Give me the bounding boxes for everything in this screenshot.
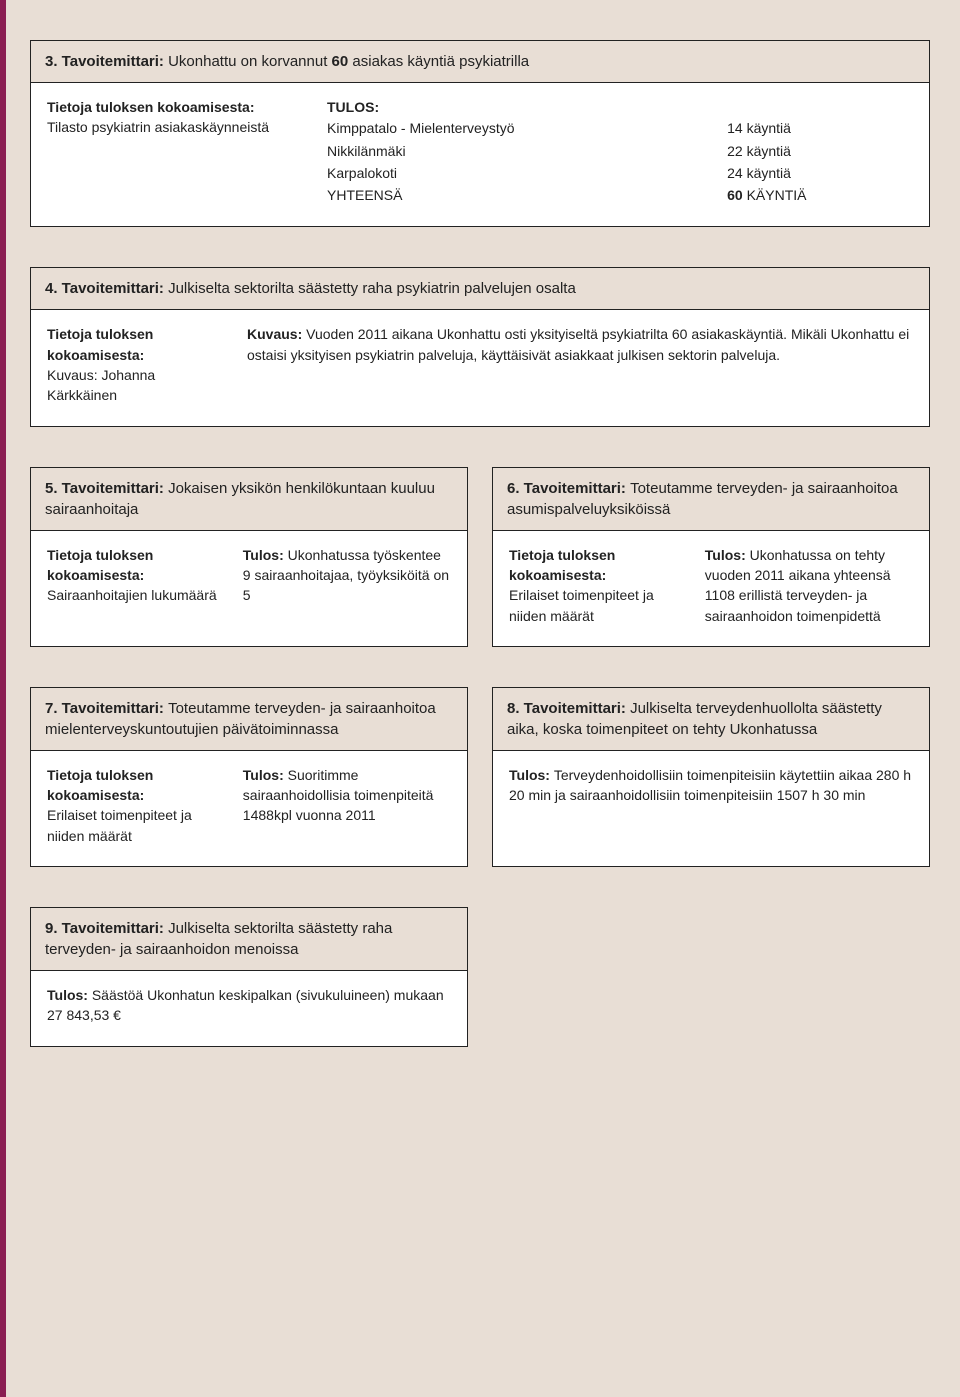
tulos-label: Tulos: [509, 767, 554, 783]
card-4-body: Tietoja tuloksen kokoamisesta: Kuvaus: J… [31, 310, 929, 425]
header-prefix: 5. Tavoitemittari: [45, 480, 168, 497]
card-7: 7. Tavoitemittari: Toteutamme terveyden-… [30, 687, 468, 867]
tulos-text: Säästöä Ukonhatun keskipalkan (sivukului… [47, 987, 444, 1023]
info-title: Tietoja tuloksen kokoamisesta: [47, 545, 229, 586]
tulos-text: Terveydenhoidollisiin toimenpiteisiin kä… [509, 767, 911, 803]
card-4-header: 4. Tavoitemittari: Julkiselta sektorilta… [31, 268, 929, 310]
header-prefix: 8. Tavoitemittari: [507, 700, 630, 717]
header-prefix: 7. Tavoitemittari: [45, 700, 168, 717]
header-suffix: asiakas käyntiä psykiatrilla [348, 53, 529, 70]
row-name: Karpalokoti [327, 162, 697, 184]
row-value: 14 käyntiä [697, 117, 913, 139]
card-8: 8. Tavoitemittari: Julkiselta terveydenh… [492, 687, 930, 867]
header-text: Julkiselta sektorilta säästetty raha psy… [168, 280, 576, 297]
card-8-body: Tulos: Terveydenhoidollisiin toimenpitei… [493, 751, 929, 826]
card-9-body: Tulos: Säästöä Ukonhatun keskipalkan (si… [31, 971, 467, 1046]
info-sub: Tilasto psykiatrin asiakaskäynneistä [47, 117, 307, 137]
info-title: Tietoja tuloksen kokoamisesta: [47, 97, 307, 117]
card-3-header: 3. Tavoitemittari: Ukonhattu on korvannu… [31, 41, 929, 83]
header-prefix: 3. Tavoitemittari: [45, 53, 168, 70]
tulos-label: Tulos: [243, 547, 288, 563]
card-8-header: 8. Tavoitemittari: Julkiselta terveydenh… [493, 688, 929, 751]
total-value: 60 KÄYNTIÄ [697, 184, 913, 206]
tulos-label: Tulos: [705, 547, 750, 563]
desc-text: Vuoden 2011 aikana Ukonhattu osti yksity… [247, 326, 909, 362]
card-5: 5. Tavoitemittari: Jokaisen yksikön henk… [30, 467, 468, 647]
card-9: 9. Tavoitemittari: Julkiselta sektorilta… [30, 907, 468, 1047]
card-6: 6. Tavoitemittari: Toteutamme terveyden-… [492, 467, 930, 647]
header-prefix: 4. Tavoitemittari: [45, 280, 168, 297]
tulos-label: TULOS: [327, 97, 913, 117]
info-sub: Kuvaus: Johanna Kärkkäinen [47, 365, 227, 406]
info-sub: Sairaanhoitajien lukumäärä [47, 585, 229, 605]
info-title: Tietoja tuloksen kokoamisesta: [47, 765, 229, 806]
card-7-body: Tietoja tuloksen kokoamisesta: Erilaiset… [31, 751, 467, 866]
info-sub: Erilaiset toimenpiteet ja niiden määrät [509, 585, 691, 626]
accent-bar [0, 0, 6, 1397]
card-7-header: 7. Tavoitemittari: Toteutamme terveyden-… [31, 688, 467, 751]
desc-label: Kuvaus: [247, 326, 306, 342]
total-name: YHTEENSÄ [327, 184, 697, 206]
row-name: Nikkilänmäki [327, 140, 697, 162]
card-9-header: 9. Tavoitemittari: Julkiselta sektorilta… [31, 908, 467, 971]
info-sub: Erilaiset toimenpiteet ja niiden määrät [47, 805, 229, 846]
row-value: 22 käyntiä [697, 140, 913, 162]
header-bold: 60 [332, 53, 349, 70]
card-6-header: 6. Tavoitemittari: Toteutamme terveyden-… [493, 468, 929, 531]
info-title: Tietoja tuloksen kokoamisesta: [47, 324, 227, 365]
tulos-table: Kimppatalo - Mielenterveystyö14 käyntiä … [327, 117, 913, 206]
card-5-body: Tietoja tuloksen kokoamisesta: Sairaanho… [31, 531, 467, 626]
row-name: Kimppatalo - Mielenterveystyö [327, 117, 697, 139]
header-prefix: 6. Tavoitemittari: [507, 480, 630, 497]
row-value: 24 käyntiä [697, 162, 913, 184]
tulos-label: Tulos: [47, 987, 92, 1003]
card-3: 3. Tavoitemittari: Ukonhattu on korvannu… [30, 40, 930, 227]
card-5-header: 5. Tavoitemittari: Jokaisen yksikön henk… [31, 468, 467, 531]
card-3-body: Tietoja tuloksen kokoamisesta: Tilasto p… [31, 83, 929, 226]
info-title: Tietoja tuloksen kokoamisesta: [509, 545, 691, 586]
card-6-body: Tietoja tuloksen kokoamisesta: Erilaiset… [493, 531, 929, 646]
card-4: 4. Tavoitemittari: Julkiselta sektorilta… [30, 267, 930, 426]
header-text: Ukonhattu on korvannut [168, 53, 331, 70]
tulos-label: Tulos: [243, 767, 288, 783]
header-prefix: 9. Tavoitemittari: [45, 920, 168, 937]
